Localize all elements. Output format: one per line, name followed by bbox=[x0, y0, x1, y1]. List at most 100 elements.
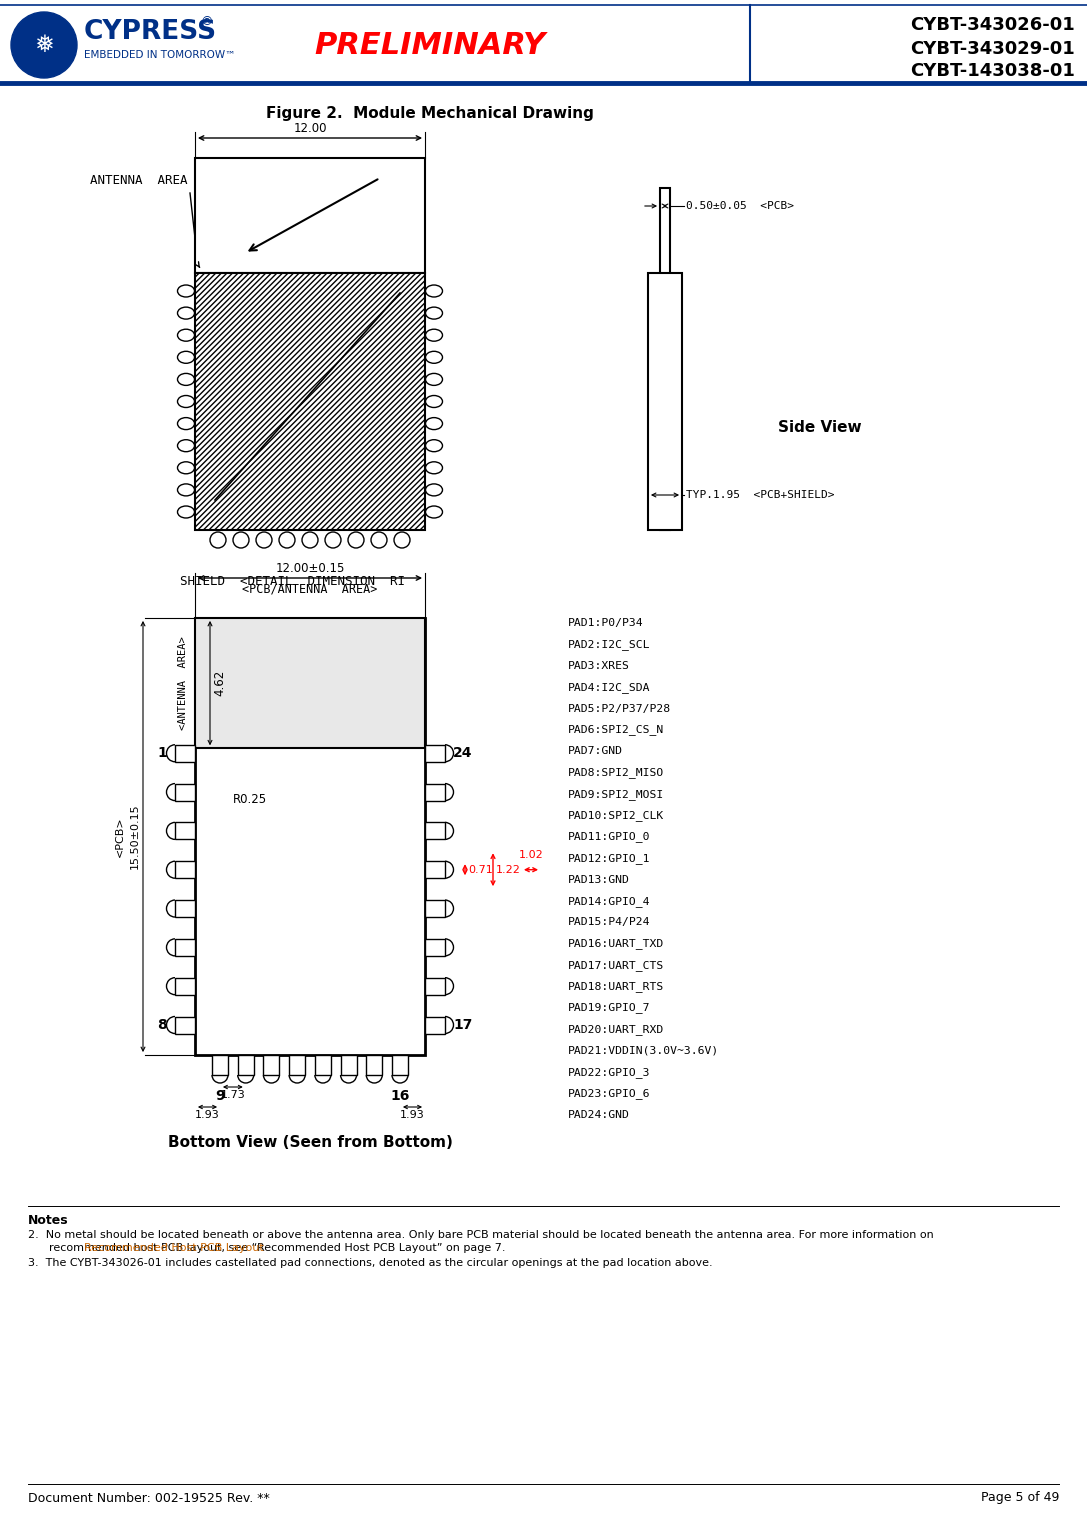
Text: SHIELD  <DETAIL  DIMENSION  RI: SHIELD <DETAIL DIMENSION RI bbox=[180, 575, 405, 588]
Text: 15.50±0.15: 15.50±0.15 bbox=[130, 804, 140, 869]
Ellipse shape bbox=[177, 506, 195, 518]
Text: PAD19:GPIO_7: PAD19:GPIO_7 bbox=[569, 1003, 650, 1014]
Bar bbox=[195, 619, 425, 748]
Text: CYBT-343029-01: CYBT-343029-01 bbox=[910, 40, 1075, 58]
Text: TYP.1.95  <PCB+SHIELD>: TYP.1.95 <PCB+SHIELD> bbox=[686, 489, 835, 500]
Text: Document Number: 002-19525 Rev. **: Document Number: 002-19525 Rev. ** bbox=[28, 1491, 270, 1505]
Bar bbox=[660, 188, 670, 530]
Ellipse shape bbox=[425, 483, 442, 496]
Text: R0.25: R0.25 bbox=[233, 793, 267, 806]
Text: ANTENNA  AREA: ANTENNA AREA bbox=[89, 173, 187, 187]
Ellipse shape bbox=[177, 462, 195, 474]
Ellipse shape bbox=[177, 374, 195, 386]
Text: PAD18:UART_RTS: PAD18:UART_RTS bbox=[569, 982, 664, 993]
Circle shape bbox=[348, 532, 364, 549]
Bar bbox=[289, 1055, 305, 1075]
Bar bbox=[175, 939, 195, 956]
Text: ®: ® bbox=[200, 15, 212, 27]
Ellipse shape bbox=[425, 351, 442, 363]
Text: PAD8:SPI2_MISO: PAD8:SPI2_MISO bbox=[569, 768, 664, 778]
Bar bbox=[425, 784, 445, 801]
Bar bbox=[195, 619, 425, 1055]
Text: 1.93: 1.93 bbox=[196, 1110, 220, 1120]
Ellipse shape bbox=[177, 307, 195, 319]
Text: PAD15:P4/P24: PAD15:P4/P24 bbox=[569, 918, 650, 927]
Text: 8: 8 bbox=[158, 1018, 167, 1032]
Text: PAD24:GND: PAD24:GND bbox=[569, 1110, 629, 1120]
Bar bbox=[392, 1055, 408, 1075]
Text: 3.  The CYBT-343026-01 includes castellated pad connections, denoted as the circ: 3. The CYBT-343026-01 includes castellat… bbox=[28, 1259, 713, 1268]
Text: PAD14:GPIO_4: PAD14:GPIO_4 bbox=[569, 895, 650, 906]
Bar bbox=[263, 1055, 279, 1075]
Bar bbox=[175, 822, 195, 839]
Circle shape bbox=[371, 532, 387, 549]
Text: Recommended Host PCB Layout: Recommended Host PCB Layout bbox=[84, 1243, 264, 1252]
Text: ❅: ❅ bbox=[34, 33, 54, 56]
Text: EMBEDDED IN TOMORROW™: EMBEDDED IN TOMORROW™ bbox=[84, 50, 236, 59]
Text: PAD16:UART_TXD: PAD16:UART_TXD bbox=[569, 938, 664, 950]
Ellipse shape bbox=[177, 418, 195, 430]
Circle shape bbox=[279, 532, 295, 549]
Text: Figure 2.  Module Mechanical Drawing: Figure 2. Module Mechanical Drawing bbox=[266, 106, 594, 122]
Bar bbox=[238, 1055, 253, 1075]
Text: 17: 17 bbox=[453, 1018, 473, 1032]
Text: 12.00±0.15: 12.00±0.15 bbox=[275, 562, 345, 575]
Bar bbox=[425, 939, 445, 956]
Text: 2.  No metal should be located beneath or above the antenna area. Only bare PCB : 2. No metal should be located beneath or… bbox=[28, 1230, 934, 1240]
Circle shape bbox=[257, 532, 272, 549]
Text: Side View: Side View bbox=[778, 420, 862, 435]
Ellipse shape bbox=[425, 462, 442, 474]
Bar bbox=[425, 1017, 445, 1034]
Bar bbox=[175, 900, 195, 917]
Text: PAD1:P0/P34: PAD1:P0/P34 bbox=[569, 619, 644, 628]
Text: PAD6:SPI2_CS_N: PAD6:SPI2_CS_N bbox=[569, 725, 664, 736]
Bar bbox=[366, 1055, 383, 1075]
Circle shape bbox=[393, 532, 410, 549]
Ellipse shape bbox=[425, 439, 442, 451]
Text: Page 5 of 49: Page 5 of 49 bbox=[980, 1491, 1059, 1505]
Ellipse shape bbox=[177, 330, 195, 340]
Ellipse shape bbox=[425, 286, 442, 296]
Text: 1.73: 1.73 bbox=[221, 1090, 246, 1100]
Text: PAD23:GPIO_6: PAD23:GPIO_6 bbox=[569, 1088, 650, 1099]
Ellipse shape bbox=[177, 286, 195, 296]
Text: recommended host PCB layout, see “Recommended Host PCB Layout” on page 7.: recommended host PCB layout, see “Recomm… bbox=[28, 1243, 505, 1252]
Text: PRELIMINARY: PRELIMINARY bbox=[314, 30, 546, 59]
Text: PAD7:GND: PAD7:GND bbox=[569, 746, 623, 757]
Ellipse shape bbox=[425, 374, 442, 386]
Text: Bottom View (Seen from Bottom): Bottom View (Seen from Bottom) bbox=[167, 1135, 452, 1151]
Text: Notes: Notes bbox=[28, 1214, 68, 1227]
Text: CYBT-143038-01: CYBT-143038-01 bbox=[910, 62, 1075, 81]
Bar bbox=[425, 900, 445, 917]
Text: 0.71: 0.71 bbox=[468, 865, 492, 874]
Ellipse shape bbox=[177, 483, 195, 496]
Bar bbox=[195, 274, 425, 530]
Circle shape bbox=[233, 532, 249, 549]
Text: 0.50±0.05  <PCB>: 0.50±0.05 <PCB> bbox=[686, 201, 794, 211]
Text: PAD13:GND: PAD13:GND bbox=[569, 874, 629, 885]
Bar bbox=[425, 862, 445, 879]
Ellipse shape bbox=[425, 395, 442, 407]
Text: CYPRESS: CYPRESS bbox=[84, 20, 217, 46]
Ellipse shape bbox=[425, 506, 442, 518]
Ellipse shape bbox=[177, 395, 195, 407]
Bar bbox=[212, 1055, 228, 1075]
Circle shape bbox=[302, 532, 318, 549]
Bar bbox=[175, 862, 195, 879]
Text: PAD17:UART_CTS: PAD17:UART_CTS bbox=[569, 959, 664, 971]
Text: PAD4:I2C_SDA: PAD4:I2C_SDA bbox=[569, 682, 650, 693]
Ellipse shape bbox=[425, 330, 442, 340]
Text: 9: 9 bbox=[215, 1088, 225, 1104]
Text: 24: 24 bbox=[453, 746, 473, 760]
Text: 16: 16 bbox=[390, 1088, 410, 1104]
Circle shape bbox=[325, 532, 341, 549]
Bar bbox=[195, 158, 425, 274]
Bar bbox=[648, 274, 682, 530]
Bar bbox=[315, 1055, 330, 1075]
Text: PAD2:I2C_SCL: PAD2:I2C_SCL bbox=[569, 638, 650, 651]
Ellipse shape bbox=[425, 307, 442, 319]
Text: <ANTENNA  AREA>: <ANTENNA AREA> bbox=[178, 637, 188, 730]
Ellipse shape bbox=[425, 418, 442, 430]
Bar bbox=[175, 784, 195, 801]
Text: PAD3:XRES: PAD3:XRES bbox=[569, 661, 629, 670]
